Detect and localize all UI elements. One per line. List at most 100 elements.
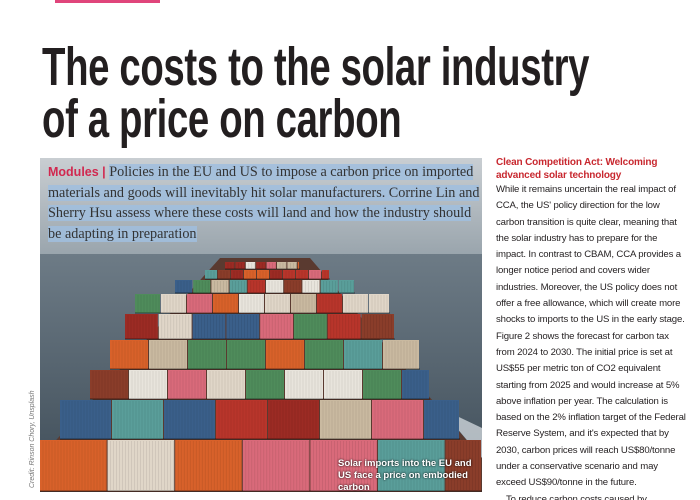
- container: [216, 400, 267, 439]
- row-shadow: [135, 312, 390, 314]
- container: [266, 280, 284, 293]
- row-shadow: [175, 292, 355, 294]
- container: [270, 270, 282, 279]
- container: [256, 262, 266, 269]
- container: [187, 294, 212, 313]
- row-shadow: [40, 490, 482, 492]
- row-shadow: [90, 398, 430, 400]
- container: [277, 262, 287, 269]
- container: [235, 262, 245, 269]
- container: [135, 294, 160, 313]
- container: [225, 262, 235, 269]
- container: [112, 400, 163, 439]
- container: [188, 340, 226, 369]
- container: [90, 370, 128, 399]
- container: [192, 314, 226, 339]
- container: [320, 280, 338, 293]
- container: [344, 340, 382, 369]
- ship: [40, 258, 482, 492]
- container: [193, 280, 211, 293]
- container: [291, 294, 316, 313]
- container: [268, 400, 319, 439]
- container: [320, 400, 371, 439]
- container: [294, 314, 327, 339]
- row-shadow: [60, 438, 460, 440]
- section-label: Modules |: [48, 165, 106, 179]
- container: [168, 370, 206, 399]
- container: [343, 294, 368, 313]
- container: [383, 340, 419, 369]
- container: [40, 440, 107, 491]
- container: [244, 270, 256, 279]
- container: [60, 400, 111, 439]
- container: [245, 262, 256, 269]
- container: [107, 440, 175, 491]
- container: [257, 270, 269, 279]
- container: [218, 270, 230, 279]
- container: [310, 440, 377, 491]
- container: [246, 370, 284, 399]
- container: [445, 440, 481, 491]
- container: [231, 270, 243, 279]
- container: [338, 280, 354, 293]
- container: [369, 294, 389, 313]
- row-shadow: [125, 338, 395, 340]
- container: [247, 280, 265, 293]
- container: [110, 340, 148, 369]
- container: [322, 270, 329, 279]
- container: [205, 270, 217, 279]
- container: [260, 314, 293, 339]
- photo-credit: Credit: Rinson Chory, Unsplash: [29, 390, 36, 488]
- container: [309, 270, 321, 279]
- container: [372, 400, 423, 439]
- container: [327, 314, 361, 339]
- container: [317, 294, 342, 313]
- row-shadow: [225, 268, 300, 270]
- container: [287, 262, 297, 269]
- container: [129, 370, 167, 399]
- container: [297, 262, 299, 269]
- container: [266, 262, 276, 269]
- accent-bar: [55, 0, 160, 3]
- container: [265, 294, 290, 313]
- container: [302, 280, 320, 293]
- container: [285, 370, 323, 399]
- intro: Modules | Policies in the EU and US to i…: [48, 162, 480, 244]
- container: [363, 370, 401, 399]
- title-line: The costs to the solar industry: [42, 37, 590, 97]
- container: [283, 270, 295, 279]
- paragraph: To reduce carbon costs caused by emissio…: [506, 493, 647, 500]
- container: [266, 340, 304, 369]
- container: [149, 340, 187, 369]
- title-line: of a price on carbon: [42, 89, 402, 149]
- container: [229, 280, 247, 293]
- container: [239, 294, 264, 313]
- container: [125, 314, 158, 339]
- container: [164, 400, 215, 439]
- container: [207, 370, 245, 399]
- container: [175, 440, 242, 491]
- container: [242, 440, 310, 491]
- container: [305, 340, 343, 369]
- paragraph: While it remains uncertain the real impa…: [496, 184, 686, 489]
- row-shadow: [110, 368, 420, 370]
- article-column: Clean Competition Act: Welcoming advance…: [496, 156, 688, 500]
- container: [361, 314, 394, 339]
- container: [424, 400, 459, 439]
- standfirst: Policies in the EU and US to impose a ca…: [48, 164, 480, 242]
- caption: Solar imports into the EU and US face a …: [338, 458, 472, 493]
- container: [161, 294, 186, 313]
- photo: [40, 158, 482, 492]
- container: [226, 314, 260, 339]
- container: [227, 340, 265, 369]
- article-heading: Clean Competition Act: Welcoming advance…: [496, 157, 658, 181]
- container: [213, 294, 238, 313]
- container: [402, 370, 429, 399]
- container: [378, 440, 445, 491]
- container: [158, 314, 192, 339]
- row-shadow: [205, 278, 330, 280]
- container: [284, 280, 302, 293]
- container: [175, 280, 193, 293]
- container: [211, 280, 229, 293]
